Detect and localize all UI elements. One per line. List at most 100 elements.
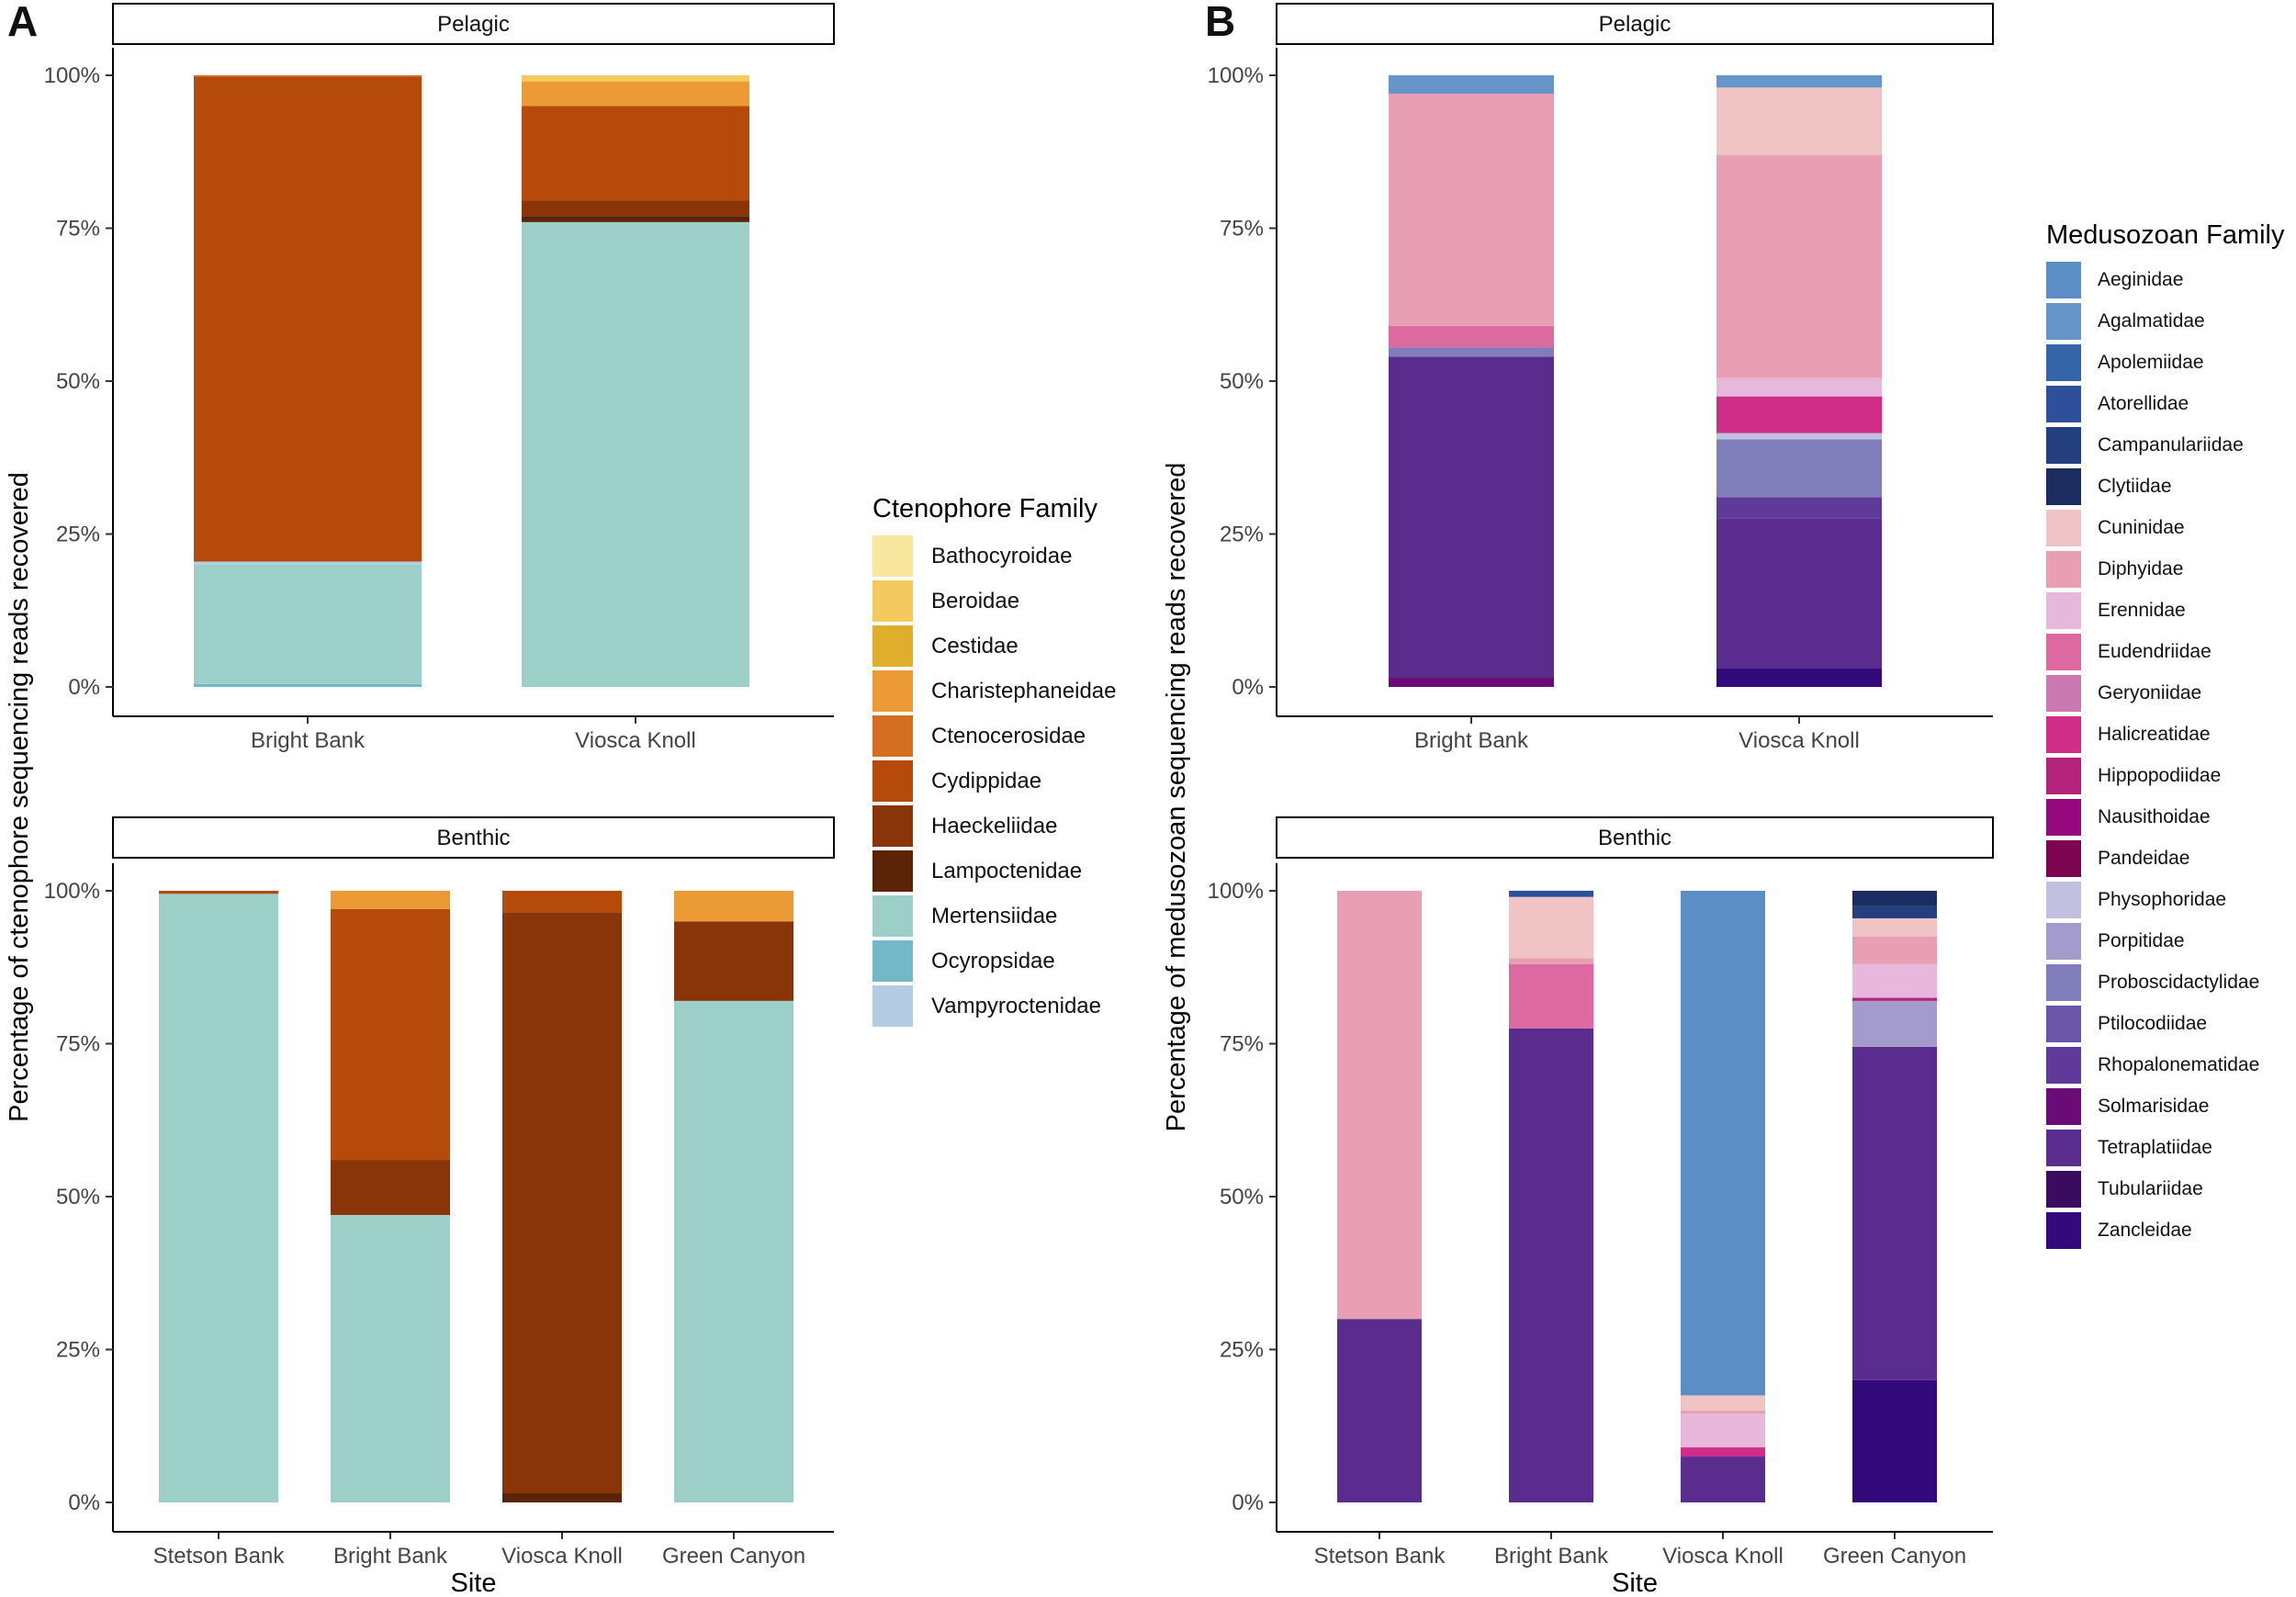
y-tick-label: 75% [1220,1032,1264,1057]
bar-segment-green-canyon-campanulariidae [1852,905,1937,918]
bar-segment-green-canyon-charistephaneidae [674,891,793,922]
bar-segment-bright-bank-solmarisidae [1389,678,1554,687]
bar-segment-bright-bank-vampyroctenidae [194,561,422,565]
panel-a-label: A [7,0,39,45]
bar-segment-viosca-knoll-tetraplatiidae [1716,518,1882,669]
x-tick-label: Viosca Knoll [501,1544,623,1569]
legend-item-zancleidae: Zancleidae [2046,1212,2285,1249]
facet-strip [112,816,835,859]
x-axis-title: Site [451,1569,497,1597]
legend-item-hippopodiidae: Hippopodiidae [2046,758,2285,794]
x-tick-label: Bright Bank [333,1544,448,1569]
x-tick-label: Viosca Knoll [575,728,696,753]
y-tick-label: 0% [68,1490,100,1515]
panel-b-label: B [1205,0,1236,45]
legend-item-vampyroctenidae: Vampyroctenidae [872,985,1116,1027]
legend-label: Pandeidae [2098,848,2190,869]
legend-item-cydippidae: Cydippidae [872,760,1116,802]
bar-segment-viosca-knoll-agalmatidae [1716,75,1882,88]
legend-item-proboscidactylidae: Proboscidactylidae [2046,964,2285,1001]
legend-swatch [2046,1006,2081,1042]
y-tick-label: 75% [56,217,100,242]
legend-swatch [2046,1171,2081,1208]
legend-swatch [2046,716,2081,753]
y-tick-label: 0% [1232,1490,1264,1515]
bar-segment-viosca-knoll-halicreatidae [1716,396,1882,433]
facet-strip-label: Benthic [436,826,510,850]
legend-label: Aeginidae [2098,269,2184,290]
x-tick-label: Bright Bank [1494,1544,1609,1569]
bar-segment-bright-bank-mertensiidae [331,1214,450,1502]
bar-segment-green-canyon-cuninidae [1852,917,1937,937]
bar-segment-viosca-knoll-diphyidae [1681,1411,1765,1414]
bar-segment-green-canyon-tetraplatiidae [1852,1046,1937,1380]
bar-segment-bright-bank-cuninidae [1509,896,1593,959]
bar-segment-green-canyon-hippopodiidae [1852,997,1937,1001]
bar-segment-stetson-bank-mertensiidae [159,894,278,1502]
legend-label: Rhopalonematidae [2098,1054,2260,1075]
legend-swatch [2046,386,2081,422]
x-tick-label: Green Canyon [662,1544,805,1569]
legend-swatch [872,715,913,757]
bar-segment-viosca-knoll-mertensiidae [522,221,749,687]
bar-segment-viosca-knoll-tetraplatiidae [1681,1456,1765,1502]
x-tick-label: Stetson Bank [153,1544,286,1569]
legend-item-apolemiidae: Apolemiidae [2046,344,2285,381]
bar-segment-green-canyon-clytiidae [1852,891,1937,906]
legend-label: Beroidae [931,588,1020,613]
bar-segment-bright-bank-haeckeliidae [331,1160,450,1215]
x-tick-label: Bright Bank [1414,728,1529,753]
legend-label: Apolemiidae [2098,352,2204,373]
bar-segment-viosca-knoll-zancleidae [1716,669,1882,687]
bar-segment-green-canyon-diphyidae [1852,936,1937,964]
facet-strip [112,3,835,45]
y-tick-label: 50% [56,369,100,394]
legend-swatch [872,985,913,1027]
facet-strip [1276,816,1994,859]
legend-item-agalmatidae: Agalmatidae [2046,303,2285,340]
ctenophore-legend: Ctenophore Family Bathocyroidae Beroidae C… [872,494,1116,1030]
legend-item-geryoniidae: Geryoniidae [2046,675,2285,712]
legend-swatch [872,895,913,937]
legend-swatch [2046,634,2081,670]
legend-label: Hippopodiidae [2098,765,2222,786]
legend-swatch [2046,882,2081,918]
bar-segment-viosca-knoll-lampoctenidae [502,1493,622,1502]
bar-segment-bright-bank-tetraplatiidae [1509,1028,1593,1502]
bar-segment-viosca-knoll-cydippidae [522,106,749,201]
bar-segment-bright-bank-mertensiidae [194,564,422,684]
legend-label: Atorellidae [2098,393,2189,414]
legend-item-porpitidae: Porpitidae [2046,923,2285,960]
x-tick-label: Green Canyon [1823,1544,1966,1569]
legend-label: Tetraplatiidae [2098,1137,2212,1158]
bar-segment-green-canyon-erennidae [1852,963,1937,998]
legend-entries: Bathocyroidae Beroidae Cestidae Charistepha… [872,535,1116,1027]
y-axis-title: Percentage of medusozoan sequencing read… [1162,463,1191,1132]
legend-item-cestidae: Cestidae [872,625,1116,667]
legend-swatch [872,940,913,982]
legend-item-cuninidae: Cuninidae [2046,510,2285,546]
bar-segment-bright-bank-proboscidactylidae [1389,347,1554,357]
y-axis-title: Percentage of ctenophore sequencing read… [5,472,34,1122]
legend-label: Geryoniidae [2098,682,2202,703]
bar-segment-viosca-knoll-rhopalonematidae [1716,497,1882,519]
bar-segment-stetson-bank-cydippidae [159,891,278,894]
legend-swatch [872,760,913,802]
bar-segment-bright-bank-eudendriidae [1509,963,1593,1029]
y-tick-label: 0% [68,675,100,700]
x-tick-label: Viosca Knoll [1739,728,1860,753]
legend-label: Cestidae [931,633,1019,658]
legend-title: Medusozoan Family [2046,220,2285,250]
bar-segment-viosca-knoll-proboscidactylidae [1716,439,1882,498]
legend-swatch [872,670,913,712]
bar-segment-bright-bank-cydippidae [194,76,422,562]
legend-item-tetraplatiidae: Tetraplatiidae [2046,1130,2285,1166]
legend-item-erennidae: Erennidae [2046,592,2285,629]
legend-label: Haeckeliidae [931,813,1058,838]
bar-segment-viosca-knoll-erennidae [1681,1413,1765,1448]
bar-segment-bright-bank-agalmatidae [1389,75,1554,94]
bar-segment-green-canyon-haeckeliidae [674,921,793,1001]
x-tick-label: Viosca Knoll [1662,1544,1784,1569]
legend-label: Halicreatidae [2098,724,2211,745]
legend-swatch [2046,799,2081,836]
